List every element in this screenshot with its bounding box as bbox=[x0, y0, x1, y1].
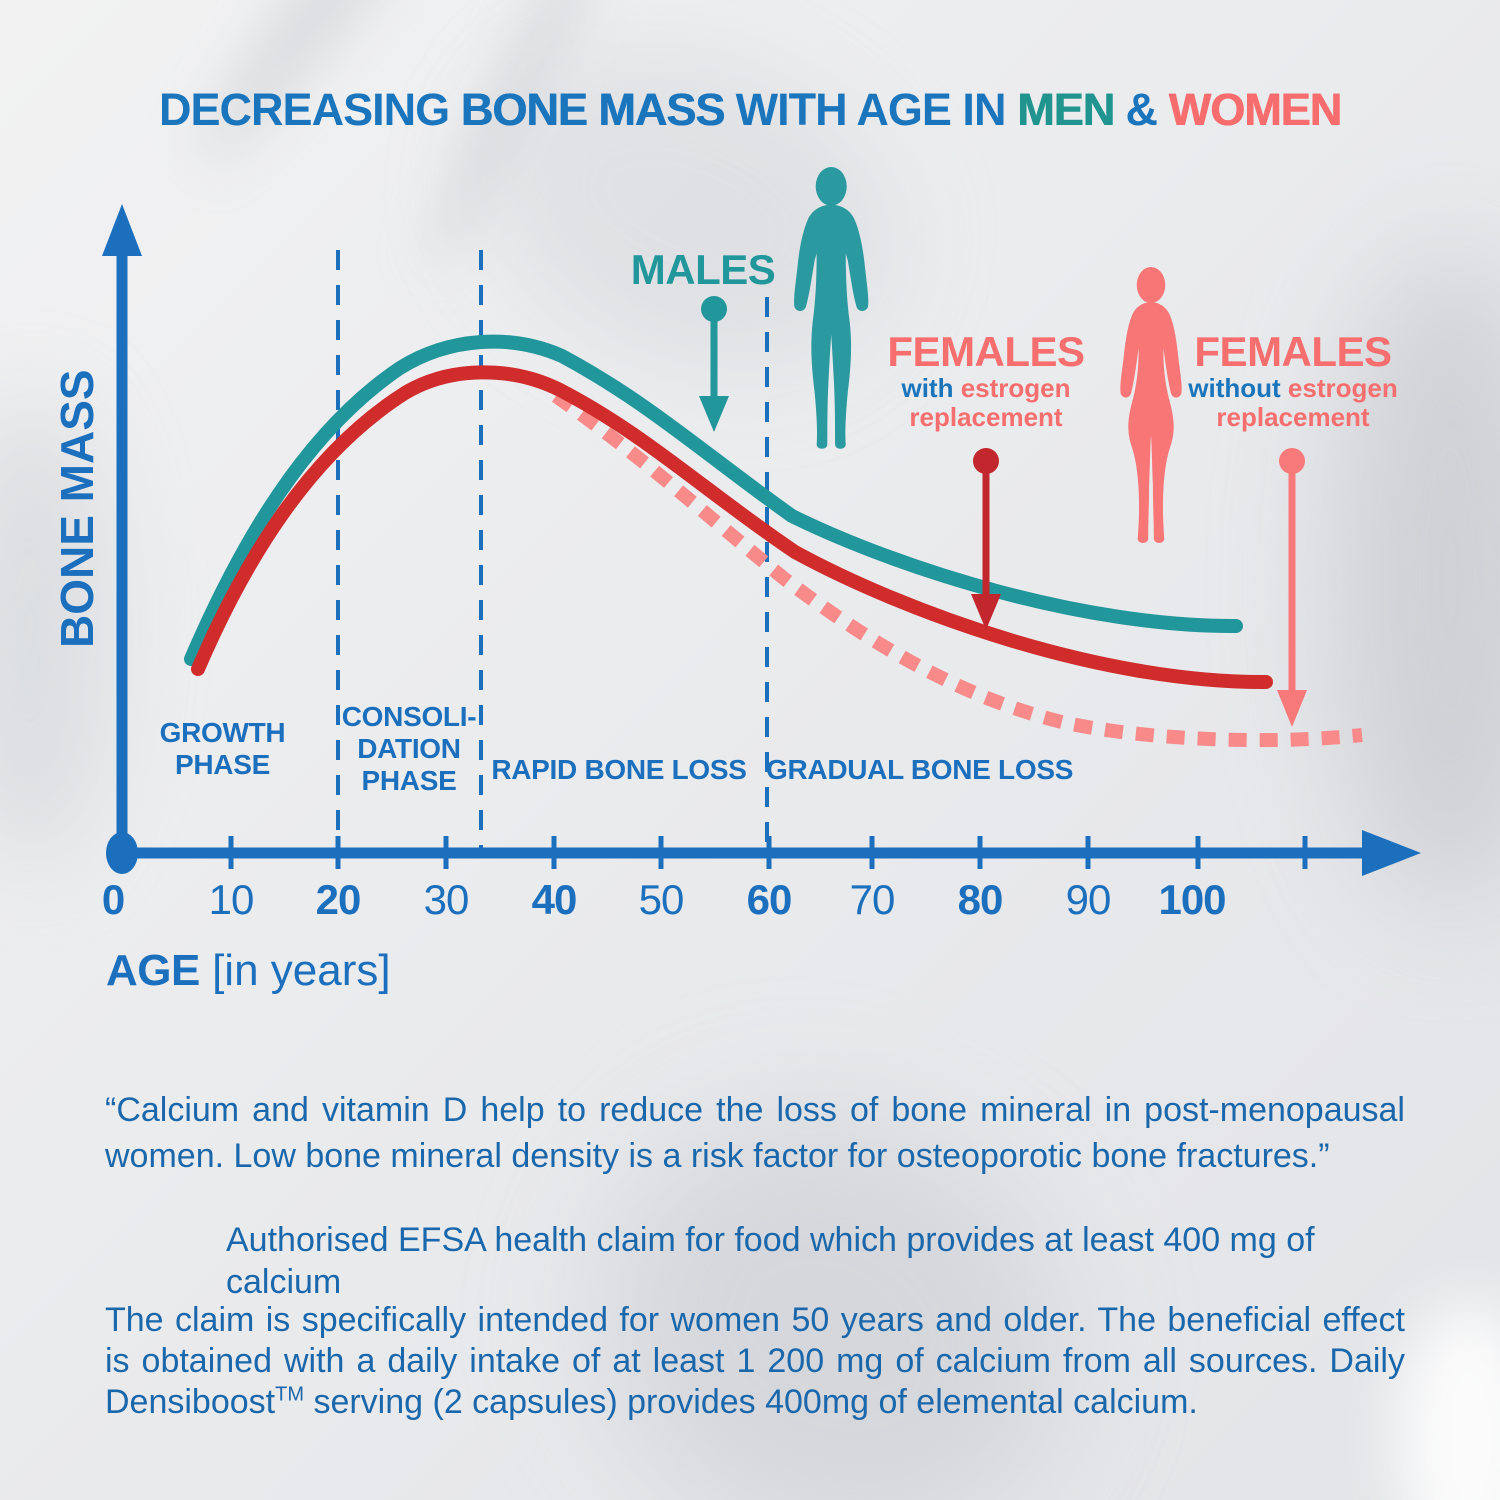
female-silhouette-icon bbox=[1120, 266, 1182, 543]
x-tick-20: 20 bbox=[315, 876, 362, 923]
phase-label-gradual-bone-loss: GRADUAL BONE LOSS bbox=[766, 754, 1074, 785]
males-series-label: MALES bbox=[630, 246, 776, 293]
females-without-qualifier: without estrogen bbox=[1188, 373, 1398, 403]
y-axis-arrow-icon bbox=[102, 204, 142, 256]
efsa-authorised-line: Authorised EFSA health claim for food wh… bbox=[226, 1221, 1315, 1301]
x-tick-10: 10 bbox=[208, 876, 255, 923]
x-tick-70: 70 bbox=[849, 876, 896, 923]
females-without-title: FEMALES bbox=[1194, 328, 1392, 375]
x-tick-50: 50 bbox=[638, 876, 685, 923]
title-women: WOMEN bbox=[1168, 84, 1341, 135]
x-tick-60: 60 bbox=[746, 876, 793, 923]
females-with-series-label: FEMALES with estrogen replacement bbox=[871, 330, 1101, 432]
efsa-quote-paragraph: “Calcium and vitamin D help to reduce th… bbox=[105, 1091, 1405, 1175]
title-decreasing: DECREASING bbox=[159, 84, 461, 135]
x-tick-0: 0 bbox=[101, 876, 125, 923]
females-with-qualifier-line2: replacement bbox=[909, 402, 1063, 432]
claim-paragraph: The claim is specifically intended for w… bbox=[105, 1301, 1405, 1421]
females-with-pointer-pin-icon bbox=[971, 448, 1001, 630]
male-silhouette-icon bbox=[794, 166, 869, 449]
phase-divider-lines bbox=[336, 250, 769, 848]
x-tick-30: 30 bbox=[423, 876, 470, 923]
x-tick-80: 80 bbox=[957, 876, 1004, 923]
males-curve bbox=[184, 334, 1243, 666]
title-men: MEN bbox=[1016, 84, 1115, 135]
females-without-series-label: FEMALES without estrogen replacement bbox=[1178, 330, 1408, 432]
title-with-age-in: WITH AGE IN bbox=[735, 84, 1017, 135]
phase-label-growth: GROWTH PHASE bbox=[159, 717, 286, 780]
phase-label-consolidation: CONSOLI- DATION PHASE bbox=[341, 701, 477, 796]
x-tick-90: 90 bbox=[1065, 876, 1112, 923]
origin-dot bbox=[106, 832, 138, 874]
females-with-estrogen-curve bbox=[191, 365, 1273, 690]
females-with-qualifier: with estrogen bbox=[901, 373, 1071, 403]
trademark-symbol: TM bbox=[275, 1383, 304, 1406]
x-axis-label: AGE [in years] bbox=[106, 946, 391, 995]
x-axis-ticks bbox=[228, 836, 1308, 869]
females-without-pointer-pin-icon bbox=[1277, 448, 1307, 727]
page-title: DECREASING BONE MASS WITH AGE IN MEN & W… bbox=[0, 84, 1500, 136]
phase-label-rapid-bone-loss: RAPID BONE LOSS bbox=[491, 754, 747, 785]
y-axis-label: BONE MASS bbox=[51, 369, 103, 648]
females-without-estrogen-curve bbox=[551, 390, 1363, 748]
females-with-title: FEMALES bbox=[887, 328, 1085, 375]
title-bone-mass: BONE MASS bbox=[460, 84, 736, 135]
females-without-qualifier-line2: replacement bbox=[1216, 402, 1370, 432]
axes bbox=[102, 204, 1421, 876]
title-ampersand: & bbox=[1113, 84, 1169, 135]
x-tick-40: 40 bbox=[531, 876, 578, 923]
males-pointer-pin-icon bbox=[699, 296, 729, 432]
x-axis-arrow-icon bbox=[1362, 830, 1421, 876]
x-tick-100: 100 bbox=[1158, 876, 1226, 923]
